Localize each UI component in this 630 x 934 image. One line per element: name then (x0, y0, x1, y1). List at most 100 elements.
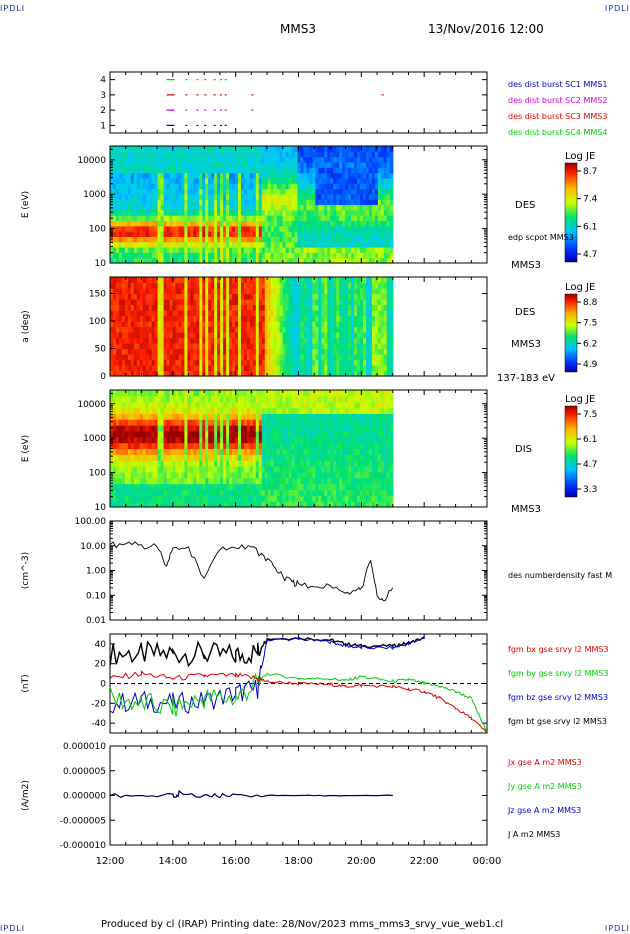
spectrogram-cell (187, 460, 191, 467)
spectrogram-cell (113, 188, 117, 195)
spectrogram-cell (214, 225, 218, 232)
spectrogram-cell (196, 343, 200, 350)
spectrogram-cell (291, 354, 296, 361)
spectrogram-cell (321, 310, 325, 317)
spectrogram-cell (276, 321, 281, 328)
spectrogram-cell (315, 220, 319, 227)
spectrogram-cell (190, 282, 194, 289)
spectrogram-cell (163, 477, 168, 485)
spectrogram-cell (136, 460, 141, 467)
spectrogram-cell (190, 162, 194, 168)
spectrogram-cell (246, 225, 251, 232)
spectrogram-cell (151, 454, 156, 461)
spectrogram-cell (380, 304, 385, 311)
spectrogram-cell (386, 220, 391, 227)
spectrogram-cell (223, 413, 227, 420)
spectrogram-cell (246, 209, 251, 216)
spectrogram-cell (118, 209, 123, 216)
spectrogram-cell (166, 236, 171, 243)
spectrogram-cell (252, 225, 257, 232)
spectrogram-cell (145, 489, 150, 496)
spectrogram-cell (175, 436, 180, 444)
spectrogram-cell (306, 209, 310, 216)
spectrogram-cell (116, 204, 120, 211)
spectrogram-cell (148, 220, 153, 227)
spectrogram-cell (300, 365, 305, 372)
spectrogram-cell (145, 413, 150, 420)
spectrogram-cell (163, 199, 168, 206)
spectrogram-cell (211, 299, 215, 306)
spectrogram-cell (113, 151, 117, 158)
spectrogram-cell (178, 156, 183, 163)
spectrogram-cell (360, 231, 364, 237)
spectrogram-cell (116, 419, 120, 426)
spectrogram-cell (386, 252, 391, 259)
spectrogram-cell (223, 225, 227, 232)
spectrogram-cell (360, 310, 364, 317)
spectrogram-cell (184, 326, 188, 333)
spectrogram-cell (360, 225, 364, 232)
spectrogram-cell (157, 401, 162, 409)
spectrogram-cell (232, 193, 236, 200)
spectrogram-cell (315, 337, 319, 344)
spectrogram-cell (342, 247, 346, 253)
spectrogram-cell (273, 215, 278, 221)
spectrogram-cell (193, 236, 197, 243)
spectrogram-cell (241, 257, 245, 264)
spectrogram-cell (163, 419, 168, 426)
spectrogram-cell (300, 288, 305, 295)
spectrogram-cell (235, 167, 239, 174)
spectrogram-cell (229, 365, 233, 372)
spectrogram-cell (178, 365, 183, 372)
spectrogram-cell (288, 277, 293, 284)
spectrogram-cell (348, 236, 352, 243)
spectrogram-cell (357, 151, 361, 158)
spectrogram-cell (366, 299, 370, 306)
spectrogram-cell (220, 413, 224, 420)
spectrogram-cell (190, 156, 194, 163)
spectrogram-cell (348, 193, 352, 200)
spectrogram-cell (184, 430, 188, 438)
spectrogram-cell (121, 407, 126, 414)
spectrogram-cell (238, 209, 242, 216)
spectrogram-cell (205, 282, 209, 289)
spectrogram-cell (297, 215, 302, 221)
spectrogram-cell (121, 332, 126, 339)
spectrogram-cell (294, 332, 299, 339)
spectrogram-cell (297, 252, 302, 259)
spectrogram-cell (193, 183, 197, 190)
spectrogram-cell (229, 430, 233, 438)
spectrogram-cell (205, 489, 209, 496)
spectrogram-cell (252, 321, 257, 328)
spectrogram-cell (113, 183, 117, 190)
spectrogram-cell (148, 407, 153, 414)
spectrogram-cell (127, 436, 132, 444)
spectrogram-cell (288, 241, 293, 248)
spectrogram-cell (113, 172, 117, 179)
spectrogram-cell (172, 215, 177, 221)
spectrogram-cell (282, 370, 287, 377)
spectrogram-cell (142, 365, 147, 372)
spectrogram-cell (157, 236, 162, 243)
spectrogram-cell (291, 365, 296, 372)
spectrogram-cell (116, 483, 120, 490)
spectrogram-cell (217, 471, 221, 479)
spectrogram-cell (380, 359, 385, 366)
spectrogram-cell (363, 337, 367, 344)
spectrogram-cell (366, 188, 370, 195)
spectrogram-cell (243, 304, 248, 311)
spectrogram-cell (208, 332, 212, 339)
spectrogram-cell (327, 167, 331, 174)
spectrogram-cell (116, 162, 120, 168)
spectrogram-cell (351, 359, 355, 366)
spectrogram-cell (291, 277, 296, 284)
spectrogram-cell (208, 466, 212, 473)
spectrogram-cell (133, 359, 138, 366)
spectrogram-cell (297, 293, 302, 300)
spectrogram-cell (270, 162, 275, 168)
spectrogram-cell (130, 359, 135, 366)
spectrogram-cell (220, 277, 224, 284)
spectrogram-cell (181, 277, 185, 284)
spectrogram-cell (190, 354, 194, 361)
spectrogram-cell (377, 172, 382, 179)
